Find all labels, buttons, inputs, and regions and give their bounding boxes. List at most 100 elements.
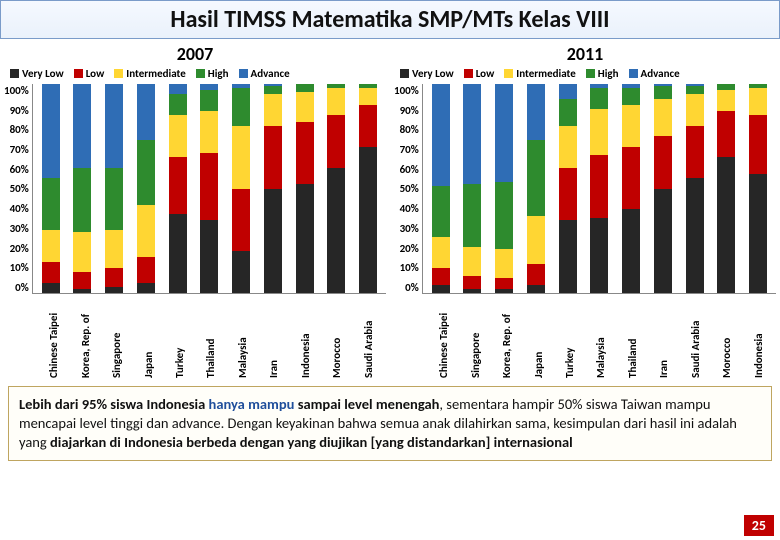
bar-segment-intermediate [73,232,91,272]
x-label: Turkey [173,298,186,378]
bar [622,84,640,293]
swatch-high [196,69,205,78]
ytick: 0% [405,281,419,294]
bar [264,84,282,293]
bar-segment-intermediate [432,237,450,268]
bar [73,84,91,293]
bar-segment-high [200,90,218,111]
legend-item-very_low: Very Low [400,67,454,80]
legend-item-advance: Advance [629,67,680,80]
bar-segment-low [42,262,60,283]
bar-segment-high [495,182,513,249]
bar-segment-high [654,86,672,99]
bar-segment-low [200,153,218,220]
bar [327,84,345,293]
bar [359,84,377,293]
bar-segment-low [463,276,481,289]
x-label: Saudi Arabia [689,298,702,378]
bar-segment-intermediate [527,216,545,264]
bar-segment-very_low [105,287,123,293]
ytick: 10% [400,261,419,274]
bar-segment-high [622,88,640,105]
bar-segment-very_low [463,289,481,293]
bar-segment-intermediate [42,230,60,261]
legend-label: Advance [251,67,290,80]
bar-segment-intermediate [296,92,314,121]
swatch-advance [629,69,638,78]
bar [137,84,155,293]
swatch-advance [239,69,248,78]
caption-p1: Lebih dari 95% siswa Indonesia [19,395,209,413]
legend-label: Very Low [22,67,64,80]
bar-segment-high [527,140,545,215]
bar-segment-low [169,157,187,213]
bar-segment-very_low [296,184,314,293]
bar-segment-high [264,86,282,94]
caption-p3: sampai level menengah [298,395,440,413]
bar-segment-very_low [622,209,640,293]
bar-segment-very_low [137,283,155,293]
x-label: Japan [142,298,155,378]
ytick: 10% [10,261,29,274]
bar-segment-very_low [432,285,450,293]
bar-segment-low [717,111,735,157]
bar [169,84,187,293]
legend-item-high: High [586,67,619,80]
legend-label: High [598,67,619,80]
bar-segment-very_low [327,168,345,293]
swatch-low [74,69,83,78]
bar-segment-very_low [590,218,608,293]
bar [105,84,123,293]
page-number: 25 [744,515,774,536]
ytick: 20% [10,242,29,255]
legend-2011: Very LowLowIntermediateHighAdvance [400,67,776,80]
x-label: Saudi Arabia [362,298,375,378]
bar-segment-very_low [200,220,218,293]
bar [527,84,545,293]
ytick: 100% [4,84,29,97]
bar [749,84,767,293]
ytick: 30% [400,222,419,235]
bar-segment-low [264,126,282,189]
ytick: 40% [10,202,29,215]
plot-2011 [422,84,776,294]
x-label: Morocco [720,298,733,378]
bar [200,84,218,293]
ytick: 80% [10,123,29,136]
bar-segment-intermediate [169,115,187,157]
bar-segment-very_low [527,285,545,293]
legend-item-very_low: Very Low [10,67,64,80]
bar-segment-advance [42,84,60,178]
bar [590,84,608,293]
bar-segment-advance [73,84,91,168]
bar-segment-low [73,272,91,289]
bar-segment-intermediate [137,205,155,257]
bar [463,84,481,293]
x-axis-2007: Chinese TaipeiKorea, Rep. ofSingaporeJap… [36,294,386,378]
ytick: 50% [400,182,419,195]
x-label: Thailand [204,298,217,378]
legend-item-intermediate: Intermediate [114,67,186,80]
ytick: 100% [394,84,419,97]
bar-segment-low [359,105,377,147]
y-axis-2011: 100%90%80%70%60%50%40%30%20%10%0% [394,84,422,294]
swatch-intermediate [114,69,123,78]
bar-segment-advance [105,84,123,168]
swatch-low [464,69,473,78]
bar-segment-very_low [717,157,735,293]
x-label: Singapore [469,298,482,378]
bar-segment-intermediate [232,126,250,189]
bar [686,84,704,293]
x-label: Iran [267,298,280,378]
bar-segment-intermediate [327,88,345,115]
bar-segment-intermediate [590,109,608,155]
bar-segment-very_low [359,147,377,293]
bar-segment-very_low [73,289,91,293]
bar-segment-low [232,189,250,252]
ytick: 60% [400,163,419,176]
bar-segment-low [559,168,577,220]
ytick: 90% [10,104,29,117]
legend-item-high: High [196,67,229,80]
bar-segment-high [432,186,450,236]
caption-p2: hanya mampu [209,395,298,413]
